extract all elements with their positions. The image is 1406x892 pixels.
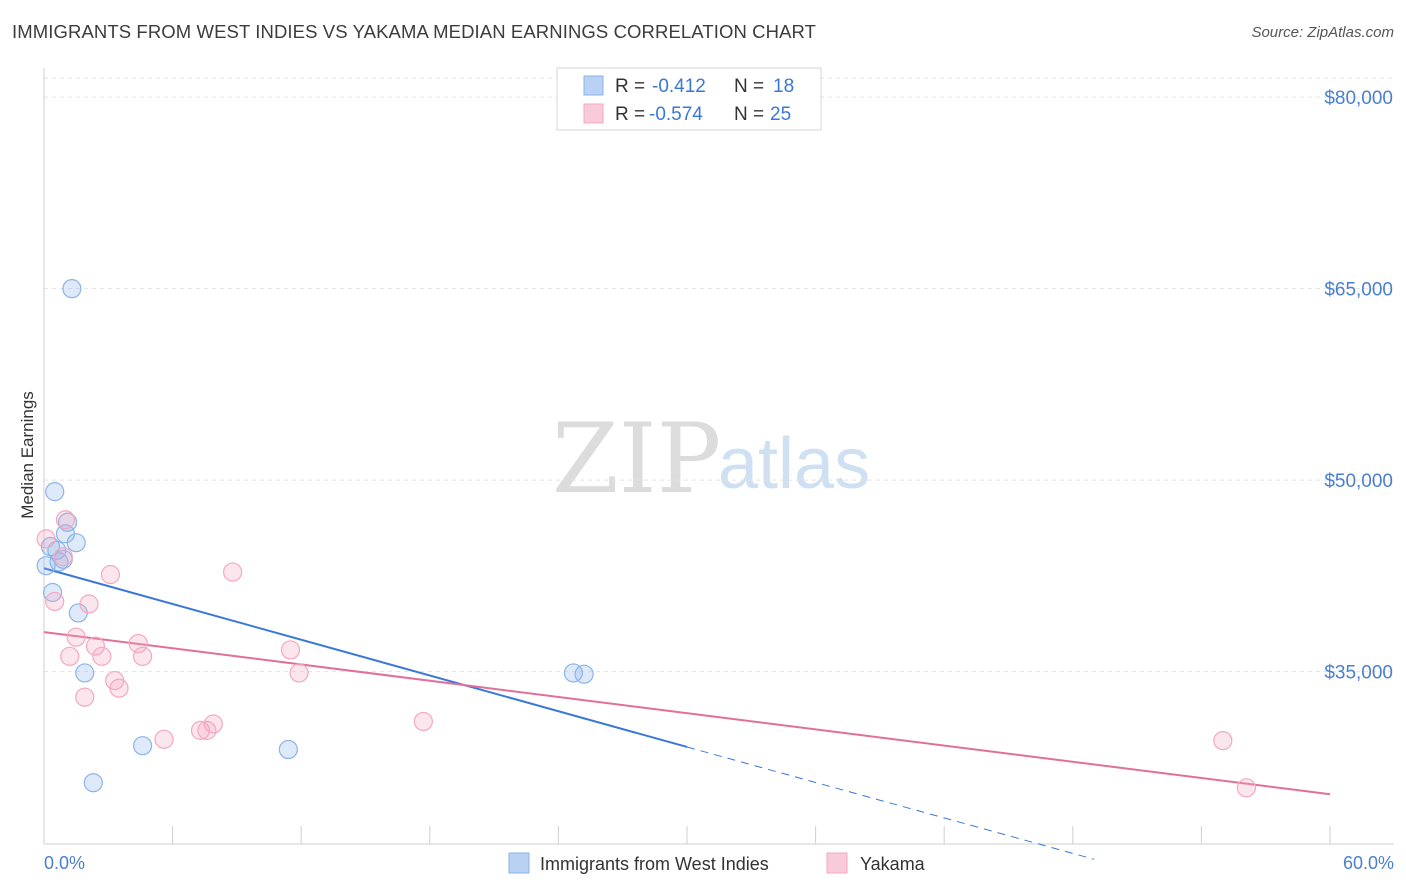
data-point-yakama [1236, 778, 1257, 798]
y-tick-labels: $35,000 $50,000 $65,000 $80,000 [1324, 88, 1393, 684]
watermark-zip: ZIP [552, 403, 721, 515]
data-point-yakama [36, 529, 56, 549]
trend-line-west-indies [43, 567, 688, 748]
data-points [36, 279, 1257, 798]
gridlines [44, 77, 1394, 673]
data-point-west-indies [57, 512, 78, 532]
legend-swatch-west-indies [583, 75, 604, 96]
data-point-west-indies [62, 279, 82, 299]
data-point-yakama [53, 547, 73, 567]
chart-title: IMMIGRANTS FROM WEST INDIES VS YAKAMA ME… [12, 21, 817, 42]
axes [43, 68, 1394, 845]
data-point-yakama [79, 594, 99, 614]
watermark-atlas: atlas [718, 424, 870, 504]
data-point-west-indies [45, 482, 65, 502]
data-point-yakama [154, 729, 174, 749]
data-point-yakama [128, 633, 148, 654]
trend-lines [43, 567, 1331, 860]
data-point-yakama [66, 627, 86, 647]
data-point-yakama [280, 640, 301, 660]
trend-line-yakama [43, 631, 1331, 796]
data-point-yakama [1213, 730, 1233, 751]
data-point-yakama [109, 678, 129, 698]
legend-n-value: 18 [773, 76, 794, 97]
data-point-west-indies [83, 773, 103, 793]
legend-n-label: N = [734, 76, 764, 97]
legend-n-label: N = [734, 104, 764, 125]
x-tick-label-min: 0.0% [44, 853, 85, 873]
trend-line-west-indies-extension [686, 746, 1095, 860]
y-axis-title: Median Earnings [18, 391, 37, 519]
data-point-west-indies [132, 736, 153, 756]
data-point-yakama [75, 687, 95, 707]
legend-swatch-west-indies [508, 852, 530, 874]
data-point-yakama [85, 636, 106, 656]
data-point-west-indies [75, 663, 95, 683]
data-point-west-indies [574, 664, 594, 684]
legend-label-yakama: Yakama [860, 854, 926, 874]
data-point-yakama [45, 591, 65, 612]
data-point-yakama [223, 562, 243, 582]
legend-n-value: 25 [770, 104, 791, 125]
data-point-west-indies [278, 739, 298, 760]
correlation-legend: R = -0.412 N = 18 R = -0.574 N = 25 [556, 67, 822, 131]
data-point-yakama [289, 663, 309, 683]
legend-swatch-yakama [583, 103, 604, 124]
x-ticks [43, 826, 1331, 844]
source-label: Source: ZipAtlas.com [1251, 24, 1394, 41]
data-point-west-indies [36, 556, 56, 576]
legend-label-west-indies: Immigrants from West Indies [540, 854, 769, 874]
legend-r-label: R = [615, 104, 645, 125]
legend-r-label: R = [615, 76, 645, 97]
data-point-yakama [55, 510, 76, 530]
y-tick-label: $80,000 [1324, 88, 1393, 109]
series-legend: Immigrants from West Indies Yakama [508, 852, 926, 874]
data-point-yakama [413, 711, 433, 732]
legend-r-value: -0.574 [649, 104, 703, 125]
data-point-yakama [132, 646, 153, 666]
data-point-yakama [92, 646, 112, 666]
x-tick-label-max: 60.0% [1343, 853, 1394, 873]
legend-r-value: -0.412 [652, 76, 706, 97]
data-point-west-indies [66, 533, 86, 553]
data-point-yakama [100, 565, 121, 585]
data-point-yakama [60, 646, 80, 666]
y-tick-label: $65,000 [1324, 280, 1393, 301]
y-tick-label: $50,000 [1324, 471, 1393, 492]
y-tick-label: $35,000 [1324, 663, 1393, 684]
legend-swatch-yakama [826, 852, 848, 874]
data-point-yakama [203, 714, 223, 734]
